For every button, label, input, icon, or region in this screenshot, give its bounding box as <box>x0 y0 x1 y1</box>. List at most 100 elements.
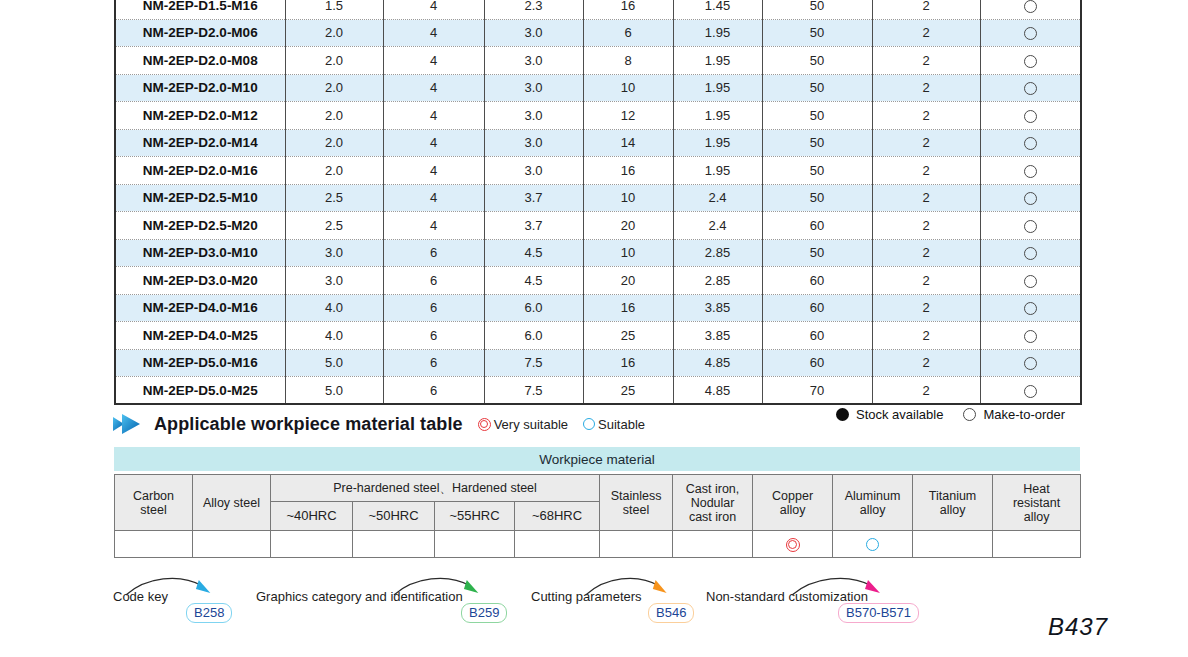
model-cell: NM-2EP-D2.0-M08 <box>115 47 285 75</box>
spec-value-cell: 2.3 <box>484 0 583 19</box>
spec-table-row: NM-2EP-D3.0-M203.064.5202.85602 <box>115 267 1081 295</box>
double-chevron-icon <box>113 414 143 434</box>
spec-value-cell: 6 <box>383 377 484 405</box>
material-table-title: Workpiece material <box>114 447 1080 471</box>
spec-value-cell: 1.95 <box>673 129 762 157</box>
spec-value-cell: 16 <box>583 349 673 377</box>
availability-cell <box>980 322 1081 350</box>
model-cell: NM-2EP-D4.0-M25 <box>115 322 285 350</box>
spec-value-cell: 7.5 <box>484 377 583 405</box>
make-to-order-icon <box>1024 55 1037 68</box>
availability-cell <box>980 157 1081 185</box>
stock-available-icon <box>836 408 849 421</box>
spec-value-cell: 10 <box>583 74 673 102</box>
spec-value-cell: 50 <box>762 47 872 75</box>
spec-value-cell: 1.95 <box>673 74 762 102</box>
header-line: cast iron <box>675 510 750 524</box>
spec-value-cell: 2 <box>872 322 980 350</box>
spec-value-cell: 4 <box>383 129 484 157</box>
spec-table-row: NM-2EP-D4.0-M164.066.0163.85602 <box>115 294 1081 322</box>
header-line: steel <box>117 503 190 517</box>
spec-value-cell: 1.95 <box>673 47 762 75</box>
availability-cell <box>980 19 1081 47</box>
spec-value-cell: 2.0 <box>285 19 383 47</box>
section-title: Applicable workpiece material table <box>154 414 463 435</box>
availability-cell <box>980 102 1081 130</box>
rating-cell <box>993 531 1081 558</box>
rating-cell <box>913 531 993 558</box>
spec-value-cell: 3.85 <box>673 322 762 350</box>
col-carbon-steel: Carbon steel <box>115 475 193 531</box>
model-cell: NM-2EP-D2.0-M12 <box>115 102 285 130</box>
col-stainless-steel: Stainless steel <box>600 475 673 531</box>
spec-value-cell: 50 <box>762 0 872 19</box>
col-68hrc: ~68HRC <box>515 502 600 531</box>
rating-cell <box>515 531 600 558</box>
spec-value-cell: 2 <box>872 349 980 377</box>
spec-value-cell: 1.45 <box>673 0 762 19</box>
spec-value-cell: 10 <box>583 239 673 267</box>
spec-table: NM-2EP-D1.5-M161.542.3161.45502NM-2EP-D2… <box>114 0 1082 405</box>
spec-value-cell: 2.85 <box>673 239 762 267</box>
spec-table-body: NM-2EP-D1.5-M161.542.3161.45502NM-2EP-D2… <box>115 0 1081 404</box>
make-to-order-icon <box>1024 110 1037 123</box>
spec-value-cell: 12 <box>583 102 673 130</box>
model-cell: NM-2EP-D2.5-M10 <box>115 184 285 212</box>
make-to-order-icon <box>1024 0 1037 13</box>
spec-table-row: NM-2EP-D2.0-M142.043.0141.95502 <box>115 129 1081 157</box>
very-suitable-legend: Very suitable <box>478 417 568 432</box>
spec-value-cell: 4 <box>383 157 484 185</box>
spec-table-row: NM-2EP-D2.5-M102.543.7102.4502 <box>115 184 1081 212</box>
model-cell: NM-2EP-D2.0-M16 <box>115 157 285 185</box>
make-to-order-icon <box>1024 302 1037 315</box>
spec-value-cell: 4 <box>383 184 484 212</box>
page-number: B437 <box>1048 613 1108 641</box>
spec-value-cell: 6 <box>383 239 484 267</box>
spec-value-cell: 2.0 <box>285 102 383 130</box>
make-to-order-icon <box>1024 27 1037 40</box>
spec-value-cell: 3.0 <box>484 74 583 102</box>
spec-value-cell: 3.7 <box>484 212 583 240</box>
spec-value-cell: 1.5 <box>285 0 383 19</box>
col-cast-iron: Cast iron, Nodular cast iron <box>673 475 753 531</box>
ref-badge-b259[interactable]: B259 <box>461 603 507 623</box>
model-cell: NM-2EP-D3.0-M10 <box>115 239 285 267</box>
header-line: Cast iron, <box>675 482 750 496</box>
availability-cell <box>980 349 1081 377</box>
spec-value-cell: 3.0 <box>484 157 583 185</box>
suitable-icon <box>866 538 879 551</box>
header-line: alloy <box>755 503 830 517</box>
rating-cell <box>833 531 913 558</box>
spec-value-cell: 3.7 <box>484 184 583 212</box>
suitable-legend: Suitable <box>583 417 645 432</box>
section-header: Applicable workpiece material table Very… <box>113 409 645 439</box>
model-cell: NM-2EP-D2.0-M06 <box>115 19 285 47</box>
very-suitable-label: Very suitable <box>494 417 568 432</box>
spec-value-cell: 60 <box>762 212 872 240</box>
ref-badge-b570-b571[interactable]: B570-B571 <box>838 603 919 623</box>
spec-value-cell: 3.0 <box>285 239 383 267</box>
spec-table-row: NM-2EP-D2.5-M202.543.7202.4602 <box>115 212 1081 240</box>
spec-value-cell: 2 <box>872 47 980 75</box>
spec-value-cell: 2.0 <box>285 47 383 75</box>
spec-value-cell: 2 <box>872 157 980 185</box>
make-to-order-label: Make-to-order <box>983 407 1065 422</box>
ref-badge-b546[interactable]: B546 <box>648 603 694 623</box>
suitable-label: Suitable <box>598 417 645 432</box>
availability-cell <box>980 47 1081 75</box>
spec-value-cell: 50 <box>762 239 872 267</box>
spec-value-cell: 4 <box>383 0 484 19</box>
make-to-order-icon <box>1024 275 1037 288</box>
stock-available-label: Stock available <box>856 407 943 422</box>
rating-cell <box>115 531 193 558</box>
spec-value-cell: 4.0 <box>285 322 383 350</box>
spec-table-row: NM-2EP-D2.0-M062.043.061.95502 <box>115 19 1081 47</box>
ref-badge-b258[interactable]: B258 <box>186 603 232 623</box>
make-to-order-icon <box>963 408 976 421</box>
spec-value-cell: 6 <box>383 267 484 295</box>
spec-value-cell: 2.0 <box>285 74 383 102</box>
availability-cell <box>980 294 1081 322</box>
header-line: Nodular <box>675 496 750 510</box>
col-titanium-alloy: Titanium alloy <box>913 475 993 531</box>
spec-value-cell: 60 <box>762 294 872 322</box>
